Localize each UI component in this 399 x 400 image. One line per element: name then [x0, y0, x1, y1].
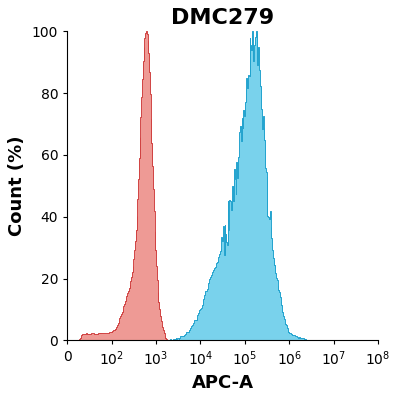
Y-axis label: Count (%): Count (%) — [8, 136, 26, 236]
Title: DMC279: DMC279 — [171, 8, 274, 28]
X-axis label: APC-A: APC-A — [192, 374, 254, 392]
